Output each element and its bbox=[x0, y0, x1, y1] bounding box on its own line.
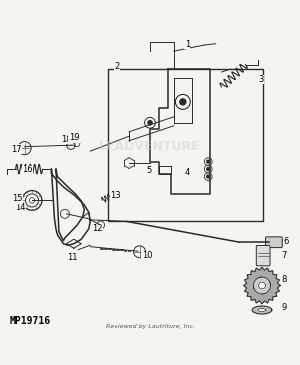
Text: Reviewed by Lautriture, Inc.: Reviewed by Lautriture, Inc. bbox=[106, 324, 194, 329]
Text: 9: 9 bbox=[282, 303, 287, 312]
Text: 6: 6 bbox=[283, 237, 289, 246]
Circle shape bbox=[148, 121, 152, 125]
Text: 2: 2 bbox=[115, 62, 120, 70]
Text: 1: 1 bbox=[185, 40, 190, 49]
Text: LEADVENTURE: LEADVENTURE bbox=[99, 140, 201, 153]
Text: 4: 4 bbox=[185, 168, 190, 177]
Circle shape bbox=[207, 168, 210, 170]
Text: 8: 8 bbox=[282, 275, 287, 284]
Text: 17: 17 bbox=[11, 145, 22, 154]
Text: 19: 19 bbox=[69, 133, 79, 142]
Text: 5: 5 bbox=[146, 166, 151, 175]
Polygon shape bbox=[259, 282, 266, 289]
Circle shape bbox=[207, 160, 210, 163]
Polygon shape bbox=[252, 306, 272, 314]
Bar bbox=[108, 69, 263, 221]
FancyBboxPatch shape bbox=[266, 237, 282, 247]
Text: 3: 3 bbox=[258, 75, 264, 84]
Text: 15: 15 bbox=[12, 195, 22, 203]
Text: 16: 16 bbox=[22, 165, 33, 174]
Text: 18: 18 bbox=[61, 135, 72, 144]
Text: 13: 13 bbox=[110, 191, 121, 200]
Text: 12: 12 bbox=[92, 224, 103, 233]
Text: 10: 10 bbox=[142, 251, 152, 260]
Text: MP19716: MP19716 bbox=[10, 316, 51, 326]
FancyBboxPatch shape bbox=[256, 246, 270, 266]
Circle shape bbox=[180, 99, 186, 105]
Polygon shape bbox=[254, 277, 271, 294]
Polygon shape bbox=[244, 267, 280, 304]
Circle shape bbox=[207, 175, 210, 178]
Polygon shape bbox=[258, 308, 266, 312]
Text: 11: 11 bbox=[67, 253, 78, 262]
Text: 14: 14 bbox=[15, 203, 26, 212]
Text: 7: 7 bbox=[282, 251, 287, 260]
